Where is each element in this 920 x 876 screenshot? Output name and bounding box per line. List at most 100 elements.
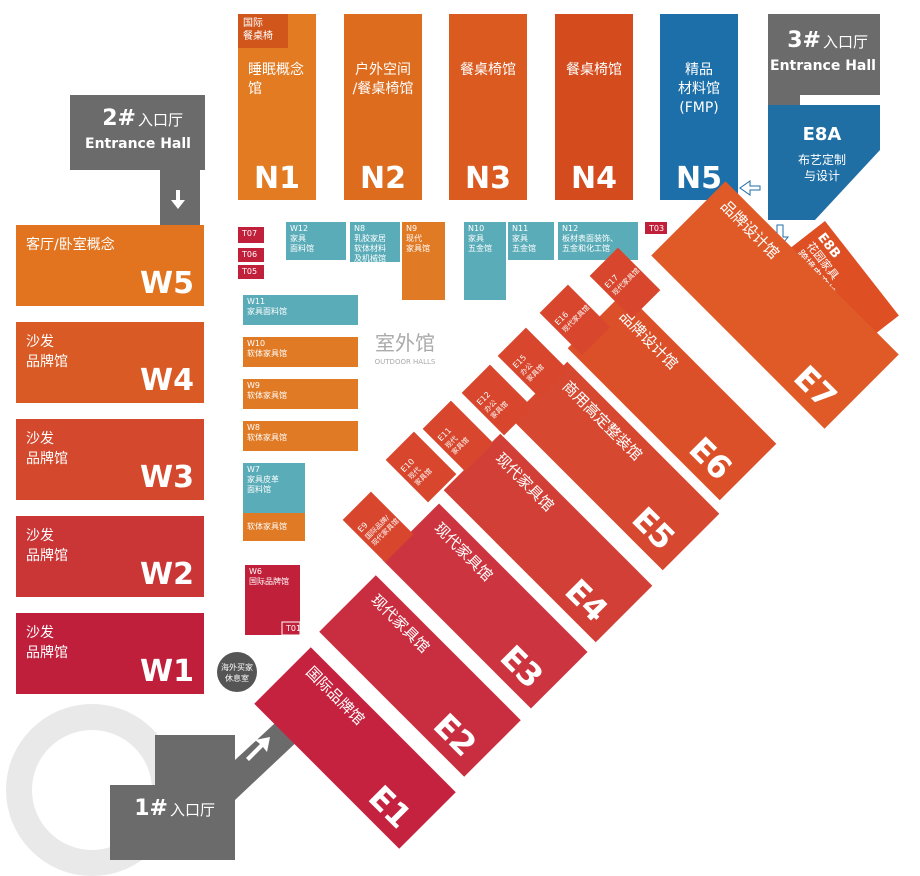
e8a-shape bbox=[768, 105, 880, 220]
hall-id: W11 bbox=[247, 297, 265, 306]
hall-id: E8A bbox=[803, 124, 842, 145]
hall-name: 国际 bbox=[243, 17, 263, 29]
hall bbox=[461, 364, 533, 436]
hall-name: 与设计 bbox=[804, 169, 840, 183]
hall bbox=[382, 503, 588, 709]
hall-id: W12 bbox=[290, 224, 308, 233]
hall-name: 品牌馆 bbox=[26, 644, 68, 661]
hall-name: 家具面料馆 bbox=[247, 306, 287, 316]
hall bbox=[342, 491, 414, 563]
hall-name: 沙发 bbox=[26, 528, 54, 544]
hall-name: (FMP) bbox=[679, 100, 719, 116]
arrow-down bbox=[171, 190, 185, 209]
hall bbox=[254, 647, 456, 849]
background-shapes bbox=[6, 14, 880, 876]
hall-name: 布艺定制 bbox=[798, 152, 846, 167]
hall-id: N4 bbox=[571, 161, 617, 196]
hall-name: 沙发 bbox=[26, 334, 54, 350]
hall bbox=[16, 516, 204, 597]
hall-name: 家具 bbox=[512, 233, 528, 243]
entrance-en: Entrance Hall bbox=[770, 58, 876, 74]
hall-name: 餐桌椅馆 bbox=[460, 62, 516, 78]
hall-id: W2 bbox=[140, 557, 194, 592]
hall bbox=[464, 222, 506, 300]
hall-id: T03 bbox=[648, 224, 664, 233]
hall bbox=[350, 222, 400, 262]
arrow-left bbox=[739, 180, 761, 196]
entrance-name: 入口厅 bbox=[138, 111, 183, 129]
hall-id: W1 bbox=[140, 654, 194, 689]
hall-name: 面料馆 bbox=[290, 243, 314, 253]
hall bbox=[497, 327, 569, 399]
hall-name: 板材表面装饰、 bbox=[562, 233, 618, 243]
hall-name: 休息室 bbox=[225, 673, 249, 683]
hall-name: 家具 bbox=[290, 233, 306, 243]
entrance-number: 1# bbox=[134, 796, 168, 821]
hall-name: 软体家具馆 bbox=[247, 348, 287, 358]
hall bbox=[243, 337, 358, 367]
hall bbox=[238, 248, 264, 262]
hall bbox=[286, 222, 346, 260]
hall-id: W8 bbox=[247, 423, 260, 432]
hall-id: N1 bbox=[254, 161, 300, 196]
hall-name: 及机械馆 bbox=[354, 253, 386, 263]
hall-name: 国际品牌馆 bbox=[249, 576, 289, 586]
hall bbox=[281, 621, 301, 636]
hall-id: W5 bbox=[140, 266, 194, 301]
hall-id: T01 bbox=[285, 624, 301, 633]
hall-name: 五金馆 bbox=[512, 243, 536, 253]
hall bbox=[443, 433, 653, 643]
hall-name: 精品 bbox=[685, 62, 713, 78]
entrance-number: 2# bbox=[102, 106, 136, 131]
hall-name: 品牌馆 bbox=[26, 547, 68, 564]
hall bbox=[645, 222, 667, 234]
hall bbox=[238, 227, 264, 243]
hall-id: W7 bbox=[247, 465, 260, 474]
hall-name: 现代 bbox=[406, 233, 422, 243]
hall bbox=[16, 419, 204, 500]
hall-name: 品牌馆 bbox=[26, 450, 68, 467]
hall-id: N2 bbox=[360, 161, 406, 196]
hall-name: 五金和化工馆 bbox=[562, 243, 610, 253]
entrance-3-shape bbox=[768, 14, 880, 105]
hall-name: 乳胶家居 bbox=[354, 233, 386, 243]
hall-name: 五金馆 bbox=[468, 243, 492, 253]
arrow-right bbox=[207, 170, 228, 186]
hall bbox=[660, 14, 738, 200]
hall bbox=[319, 575, 521, 777]
hall-id: T05 bbox=[241, 267, 257, 276]
hall bbox=[449, 14, 527, 200]
entrance-en: Entrance Hall bbox=[775, 826, 881, 842]
hall bbox=[555, 14, 633, 200]
hall-name: 户外空间 bbox=[355, 61, 411, 78]
hall-id: N9 bbox=[406, 224, 417, 233]
hall-id: N5 bbox=[676, 161, 722, 196]
outdoor-name: 室外馆 bbox=[375, 331, 435, 355]
hall-name: /餐桌椅馆 bbox=[353, 81, 414, 97]
hall bbox=[16, 613, 204, 694]
entrance-name: 入口厅 bbox=[823, 33, 868, 51]
hall bbox=[243, 421, 358, 451]
hall-name: 家具皮革 bbox=[247, 474, 279, 484]
hall bbox=[539, 284, 611, 356]
hall bbox=[16, 225, 204, 306]
entrance-en: Entrance Hall bbox=[85, 136, 191, 152]
hall-name: 家具 bbox=[468, 233, 484, 243]
hall bbox=[16, 322, 204, 403]
hall-name: 面料馆 bbox=[247, 484, 271, 494]
hall-group: E8B花园家具跨境电商馆 bbox=[787, 220, 899, 346]
hall-id: W10 bbox=[247, 339, 265, 348]
hall bbox=[508, 222, 554, 260]
hall-name: 软体家具馆 bbox=[247, 521, 287, 531]
arrow-up bbox=[180, 702, 198, 726]
hall bbox=[787, 220, 899, 346]
lounge-circle bbox=[217, 652, 257, 692]
outdoor-en: OUTDOOR HALLS bbox=[375, 358, 436, 366]
